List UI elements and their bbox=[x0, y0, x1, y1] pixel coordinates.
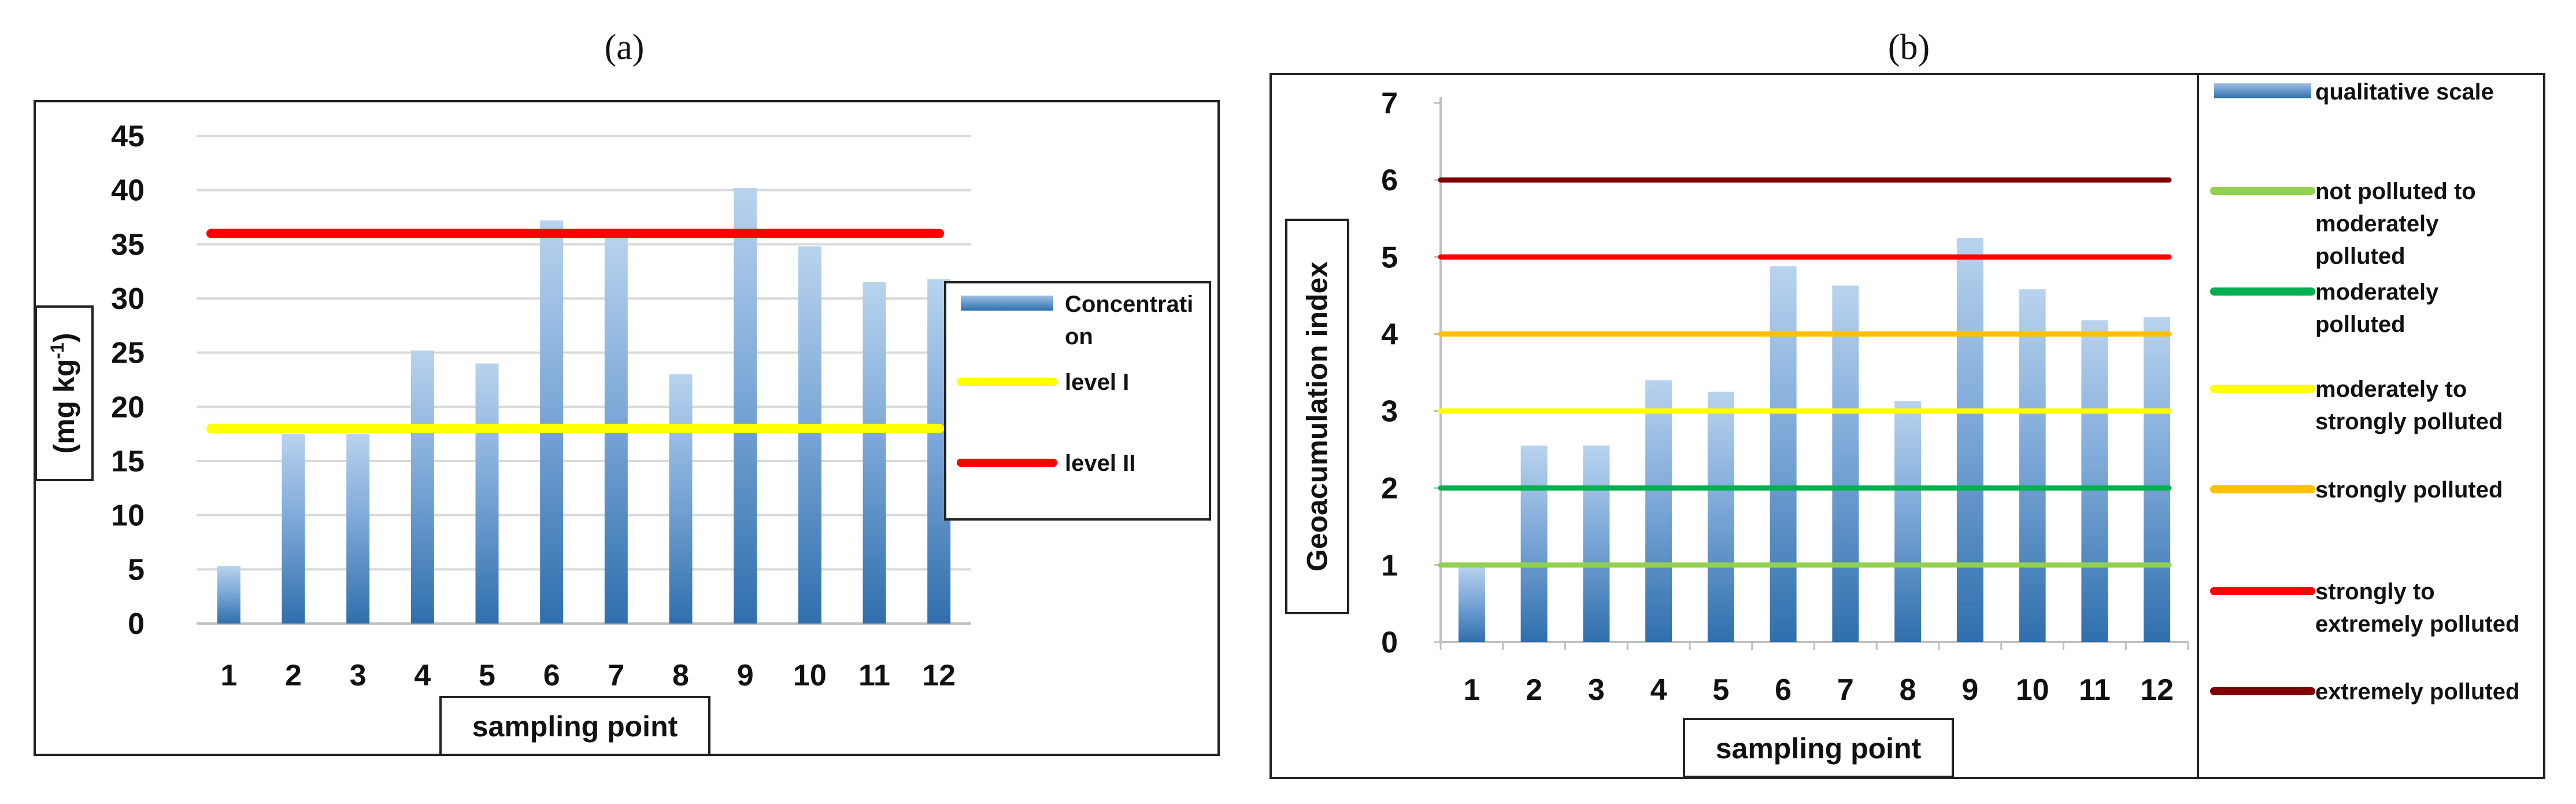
x-tick-label: 8 bbox=[1900, 673, 1916, 707]
x-tick-label: 12 bbox=[2140, 673, 2174, 707]
bar bbox=[1645, 380, 1672, 642]
x-axis-title-box bbox=[439, 696, 710, 756]
y-tick-label: 2 bbox=[1381, 472, 1398, 506]
legend-label: moderately bbox=[2315, 211, 2439, 237]
y-tick-label: 7 bbox=[1381, 87, 1398, 120]
x-tick-label: 9 bbox=[1961, 673, 1978, 707]
legend-label: strongly to bbox=[2315, 579, 2435, 604]
bar bbox=[1956, 238, 1983, 642]
panel-b-label: (b) bbox=[1888, 28, 1930, 67]
y-tick-label: 20 bbox=[111, 390, 145, 424]
legend-label: polluted bbox=[2315, 312, 2405, 337]
y-tick-label: 10 bbox=[111, 499, 145, 533]
y-tick-label: 25 bbox=[111, 337, 145, 370]
bar bbox=[669, 374, 693, 624]
x-axis-title: sampling point bbox=[472, 710, 678, 743]
legend-label: not polluted to bbox=[2315, 179, 2476, 204]
bar bbox=[1520, 445, 1548, 642]
bar bbox=[1707, 392, 1734, 642]
bar bbox=[2144, 317, 2171, 642]
bar bbox=[282, 434, 305, 624]
x-tick-label: 5 bbox=[1712, 673, 1729, 707]
x-tick-label: 1 bbox=[1463, 673, 1480, 707]
bar bbox=[1832, 285, 1859, 642]
x-tick-label: 8 bbox=[672, 659, 689, 692]
y-tick-label: 4 bbox=[1381, 318, 1398, 351]
legend-label: strongly polluted bbox=[2315, 477, 2503, 503]
legend-label: qualitative scale bbox=[2315, 79, 2494, 105]
x-tick-label: 6 bbox=[1775, 673, 1792, 707]
legend-label: strongly polluted bbox=[2315, 409, 2503, 434]
legend-label: polluted bbox=[2315, 244, 2405, 269]
bar bbox=[1458, 565, 1485, 642]
bar bbox=[346, 434, 370, 624]
x-tick-label: 2 bbox=[285, 659, 302, 692]
x-axis-title-box bbox=[1683, 718, 1954, 778]
y-tick-label: 15 bbox=[111, 445, 145, 478]
bar bbox=[540, 220, 564, 624]
bar bbox=[2081, 320, 2108, 642]
bar bbox=[475, 363, 499, 624]
y-tick-label: 6 bbox=[1381, 164, 1398, 197]
bar bbox=[798, 246, 821, 624]
y-tick-label: 0 bbox=[1381, 626, 1398, 659]
legend-box bbox=[944, 281, 1211, 521]
bar bbox=[734, 187, 757, 624]
legend-label: moderately bbox=[2315, 279, 2439, 305]
y-axis-title-suffix: ) bbox=[48, 333, 80, 342]
x-tick-label: 6 bbox=[543, 659, 560, 692]
x-tick-label: 11 bbox=[2079, 673, 2111, 707]
y-axis-title-box bbox=[1285, 219, 1349, 614]
x-tick-label: 4 bbox=[1650, 673, 1667, 707]
bar bbox=[1894, 401, 1922, 642]
panel-a-label: (a) bbox=[605, 28, 645, 67]
bar bbox=[863, 282, 886, 624]
x-tick-label: 3 bbox=[1588, 673, 1605, 707]
y-tick-label: 45 bbox=[111, 120, 145, 153]
x-tick-label: 9 bbox=[737, 659, 754, 692]
x-tick-label: 7 bbox=[1837, 673, 1854, 707]
legend-label: level II bbox=[1065, 451, 1135, 476]
x-tick-label: 10 bbox=[793, 659, 827, 692]
legend-label: on bbox=[1065, 324, 1093, 349]
y-tick-label: 1 bbox=[1381, 549, 1398, 582]
x-tick-label: 10 bbox=[2016, 673, 2049, 707]
bar bbox=[410, 350, 434, 624]
y-tick-label: 30 bbox=[111, 282, 145, 316]
bar bbox=[2019, 289, 2046, 643]
y-tick-label: 5 bbox=[128, 553, 145, 587]
x-tick-label: 7 bbox=[608, 659, 624, 692]
bar bbox=[217, 566, 240, 624]
legend-label: Concentrati bbox=[1065, 292, 1193, 317]
y-tick-label: 3 bbox=[1381, 395, 1398, 429]
y-tick-label: 35 bbox=[111, 228, 145, 261]
y-axis-title: Geoacumulation index bbox=[1301, 261, 1334, 571]
legend-swatch-bar bbox=[961, 296, 1053, 311]
x-tick-label: 3 bbox=[350, 659, 367, 692]
x-tick-label: 5 bbox=[479, 659, 495, 692]
x-tick-label: 12 bbox=[922, 659, 956, 692]
y-tick-label: 40 bbox=[111, 174, 145, 208]
bar bbox=[1583, 445, 1610, 642]
x-axis-title: sampling point bbox=[1716, 732, 1922, 765]
legend-label: moderately to bbox=[2315, 377, 2467, 402]
y-axis-title-box bbox=[35, 305, 94, 481]
legend-label: level I bbox=[1065, 370, 1129, 395]
legend-label: extremely polluted bbox=[2315, 611, 2519, 637]
x-tick-label: 4 bbox=[414, 659, 431, 692]
x-tick-label: 11 bbox=[858, 659, 890, 692]
bar bbox=[1770, 266, 1797, 643]
y-tick-label: 0 bbox=[128, 607, 145, 641]
legend-swatch-bar bbox=[2214, 83, 2311, 98]
legend-label: extremely polluted bbox=[2315, 679, 2519, 705]
x-tick-label: 2 bbox=[1526, 673, 1542, 707]
y-axis-title-superscript: -1 bbox=[47, 342, 68, 359]
x-tick-label: 1 bbox=[220, 659, 237, 692]
y-tick-label: 5 bbox=[1381, 241, 1398, 274]
